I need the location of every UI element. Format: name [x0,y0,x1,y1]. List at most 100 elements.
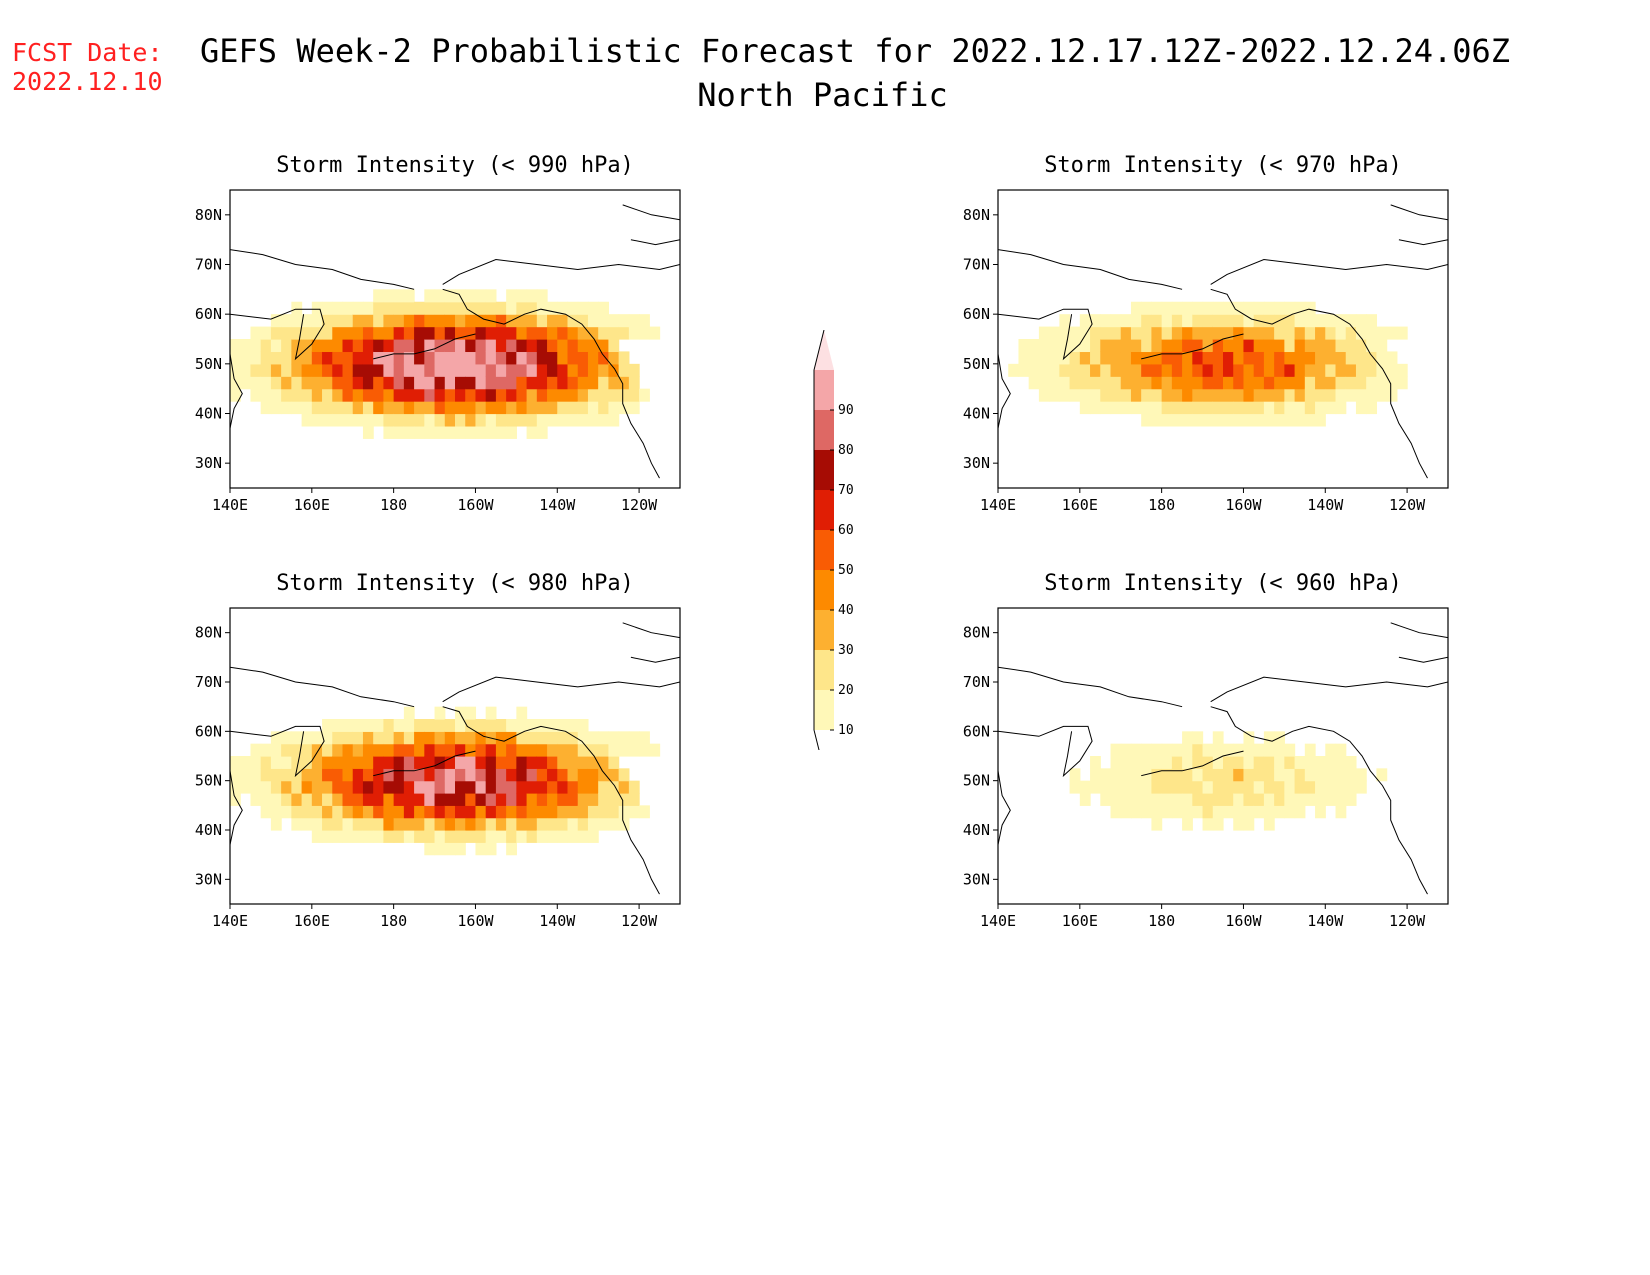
probability-cell [1345,768,1357,782]
probability-cell [434,363,446,377]
probability-cell [311,376,323,390]
probability-cell [1079,376,1091,390]
probability-cell [1161,351,1173,365]
probability-cell [383,363,395,377]
panel-frame [229,189,681,489]
probability-cell [587,339,599,353]
probability-cell [1161,376,1173,390]
lat-tick-label: 50N [195,772,222,790]
probability-cell [393,719,405,732]
probability-cell [1008,363,1020,377]
probability-cell [291,756,303,769]
probability-cell [1263,793,1275,806]
probability-cell [322,413,333,427]
probability-cell [434,780,446,794]
coastline [998,622,1448,895]
probability-cell [1120,756,1132,769]
probability-field [230,622,680,895]
probability-cell [1151,326,1163,340]
probability-cell [1202,326,1214,340]
probability-cell [1151,351,1163,365]
probability-cell [475,731,487,745]
probability-cell [291,731,303,745]
panel-title: Storm Intensity (< 980 hPa) [276,571,634,596]
coastline-segment [230,770,243,845]
probability-cell [1243,756,1255,769]
probability-cell [1325,768,1337,782]
probability-cell [383,289,395,303]
probability-cell [260,805,272,819]
probability-cell [342,326,354,340]
probability-cell [516,780,528,794]
probability-cell [536,401,548,415]
probability-cell [1376,376,1388,390]
probability-cell [587,780,599,794]
probability-cell [1325,780,1337,794]
probability-cell [1100,388,1112,402]
lat-tick-label: 40N [963,405,990,423]
probability-cell [1161,388,1173,402]
probability-cell [362,830,374,843]
probability-cell [526,731,538,745]
probability-cell [1304,301,1316,315]
probability-cell [526,388,538,402]
probability-cell [301,780,313,794]
probability-cell [1263,376,1275,390]
probability-cell [475,842,487,856]
probability-cell [403,326,415,340]
map-panel: Storm Intensity (< 970 hPa) 80N 70N 60N 50N 4… [963,153,1449,514]
probability-cell [311,413,323,427]
probability-cell [393,425,405,439]
probability-cell [1304,780,1316,794]
probability-cell [1243,388,1255,402]
panel-frame [997,607,1449,905]
probability-cell [557,805,569,819]
probability-cell [1335,388,1347,402]
colorbar-label: 50 [838,563,854,578]
probability-cell [444,314,456,328]
probability-cell [414,314,425,328]
probability-cell [1079,351,1091,365]
coastline-segment [998,308,1093,361]
probability-cell [1151,780,1163,794]
probability-cell [414,793,425,806]
probability-cell [465,793,477,806]
probability-cell [270,805,282,819]
probability-cell [1355,376,1367,390]
probability-cell [649,326,661,340]
probability-cell [373,743,385,757]
probability-cell [444,830,456,843]
probability-cell [618,793,630,806]
probability-cell [301,376,313,390]
probability-cell [301,401,313,415]
probability-cell [260,768,272,782]
probability-cell [1325,363,1337,377]
probability-cell [1263,768,1275,782]
probability-cell [1263,780,1275,794]
probability-cell [342,817,354,831]
probability-cell [260,743,272,757]
probability-cell [1120,388,1132,402]
probability-cell [281,376,292,390]
probability-cell [1253,326,1265,340]
probability-cell [1182,756,1193,769]
probability-cell [516,401,528,415]
probability-cell [281,363,292,377]
probability-cell [230,363,241,377]
probability-cell [618,314,630,328]
probability-cell [1202,314,1214,328]
probability-cell [516,756,528,769]
lon-tick-label: 160E [294,912,330,930]
probability-cell [403,388,415,402]
probability-cell [1386,388,1398,402]
probability-cell [383,719,395,732]
probability-cell [1355,780,1367,794]
probability-cell [301,817,313,831]
probability-cell [1366,376,1378,390]
probability-cell [1243,363,1255,377]
probability-cell [1038,376,1050,390]
probability-cell [1243,326,1255,340]
probability-cell [311,780,323,794]
probability-cell [1335,339,1347,353]
